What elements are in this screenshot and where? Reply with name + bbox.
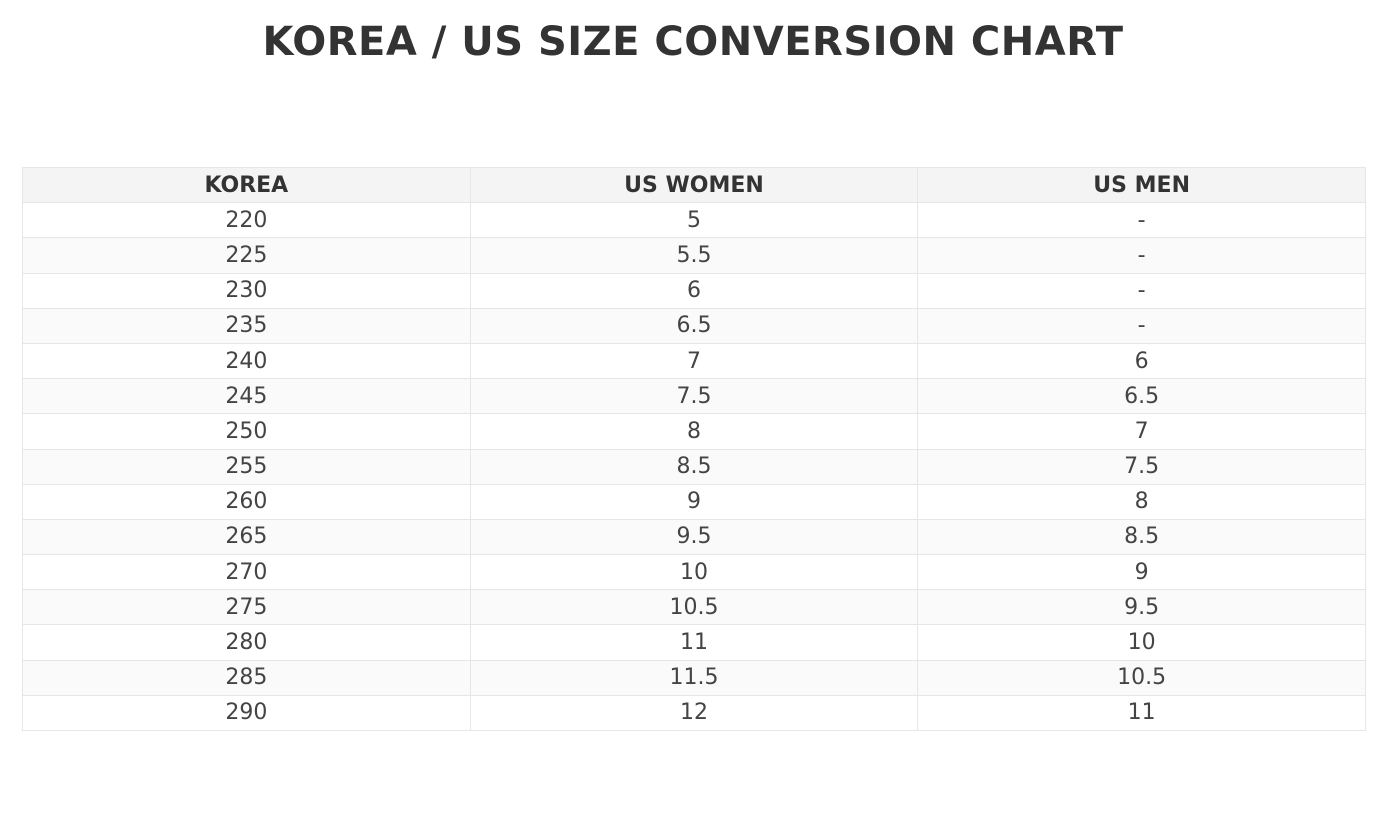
table-row: 245 7.5 6.5	[22, 378, 1366, 415]
korea-cell: 275	[22, 589, 471, 626]
us-women-cell: 9.5	[469, 518, 919, 556]
us-women-cell: 8	[469, 413, 919, 450]
column-header-korea: KOREA	[22, 166, 471, 204]
table-row: 250 8 7	[22, 413, 1366, 450]
table-row: 230 6-	[22, 272, 1366, 309]
table-row: 265 9.5 8.5	[22, 518, 1366, 556]
korea-cell: 265	[22, 518, 471, 556]
korea-cell: 270	[22, 554, 471, 591]
korea-cell: 245	[22, 378, 471, 415]
us-women-cell: 9	[469, 483, 919, 520]
table-row: 260 9 8	[22, 483, 1366, 520]
table-row: 290 12 11	[22, 694, 1366, 732]
us-men-cell: 7.5	[917, 448, 1366, 485]
us-men-cell: 7	[917, 413, 1366, 450]
column-header-us-women: US WOMEN	[469, 166, 919, 204]
table-row: 240 7 6	[22, 342, 1366, 380]
korea-cell: 260	[22, 483, 471, 520]
table-row: 220 5-	[22, 202, 1366, 239]
table-row: 275 10.5 9.5	[22, 589, 1366, 626]
korea-cell: 285	[22, 659, 471, 696]
us-women-cell: 5	[469, 202, 919, 239]
us-men-cell: 10	[917, 624, 1366, 661]
us-men-cell: 10.5	[917, 659, 1366, 696]
korea-cell: 240	[22, 342, 471, 380]
us-women-cell: 11	[469, 624, 919, 661]
us-men-cell: 11	[917, 694, 1366, 732]
us-women-cell: 8.5	[469, 448, 919, 485]
table-row: 255 8.5 7.5	[22, 448, 1366, 485]
us-men-cell: -	[917, 202, 1366, 239]
us-men-cell: -	[917, 272, 1366, 309]
korea-cell: 255	[22, 448, 471, 485]
us-women-cell: 5.5	[469, 237, 919, 274]
us-women-cell: 11.5	[469, 659, 919, 696]
header-row: KOREA US WOMEN US MEN	[22, 166, 1366, 204]
us-women-cell: 7	[469, 342, 919, 380]
us-women-cell: 6.5	[469, 307, 919, 344]
us-men-cell: -	[917, 307, 1366, 344]
page-title: KOREA / US SIZE CONVERSION CHART	[262, 19, 1124, 65]
us-men-cell: 6	[917, 342, 1366, 380]
korea-cell: 290	[22, 694, 471, 732]
size-conversion-table: KOREA US WOMEN US MEN 220 5-225 5.5-230 6-2…	[22, 166, 1366, 732]
korea-cell: 235	[22, 307, 471, 344]
table-row: 235 6.5-	[22, 307, 1366, 344]
us-men-cell: -	[917, 237, 1366, 274]
us-men-cell: 9.5	[917, 589, 1366, 626]
column-header-us-men: US MEN	[917, 166, 1366, 204]
table-row: 280 11 10	[22, 624, 1366, 661]
table-row: 285 11.5 10.5	[22, 659, 1366, 696]
korea-cell: 250	[22, 413, 471, 450]
us-men-cell: 8	[917, 483, 1366, 520]
us-men-cell: 6.5	[917, 378, 1366, 415]
korea-cell: 280	[22, 624, 471, 661]
korea-cell: 225	[22, 237, 471, 274]
us-women-cell: 6	[469, 272, 919, 309]
us-men-cell: 8.5	[917, 518, 1366, 556]
us-women-cell: 10	[469, 554, 919, 591]
table-row: 225 5.5-	[22, 237, 1366, 274]
korea-cell: 230	[22, 272, 471, 309]
table-row: 270 10 9	[22, 554, 1366, 591]
us-men-cell: 9	[917, 554, 1366, 591]
us-women-cell: 12	[469, 694, 919, 732]
us-women-cell: 10.5	[469, 589, 919, 626]
korea-cell: 220	[22, 202, 471, 239]
us-women-cell: 7.5	[469, 378, 919, 415]
